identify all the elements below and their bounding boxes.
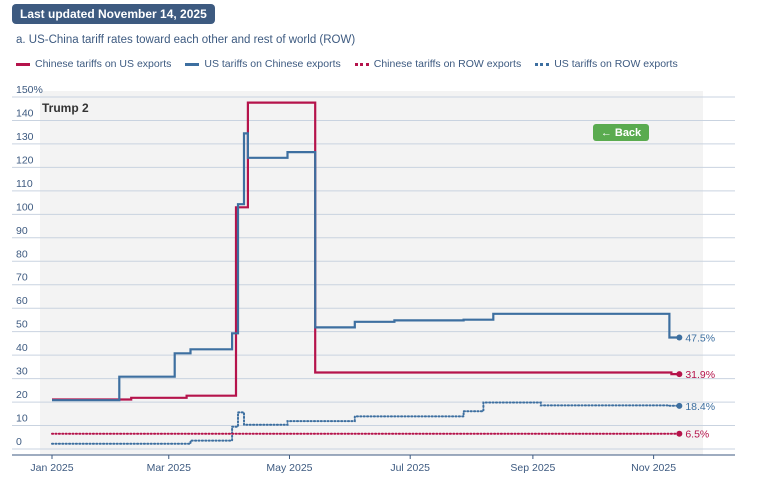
y-tick-label: 120: [16, 154, 34, 166]
y-tick-label: 80: [16, 248, 28, 260]
y-tick-label: 110: [16, 178, 33, 190]
x-tick-label: Sep 2025: [510, 462, 555, 474]
y-tick-label: 40: [16, 342, 28, 354]
legend-label: Chinese tariffs on US exports: [35, 58, 172, 70]
series-end-label: 6.5%: [685, 429, 709, 441]
legend-label: US tariffs on ROW exports: [554, 58, 678, 70]
y-tick-label: 20: [16, 389, 28, 401]
x-tick-label: Jan 2025: [30, 462, 73, 474]
series-line-us-tariffs-on-chinese-exports: [52, 132, 680, 402]
y-tick-label: 70: [16, 272, 28, 284]
series-end-label: 31.9%: [685, 369, 715, 381]
legend-item-chinese-on-row[interactable]: Chinese tariffs on ROW exports: [354, 58, 522, 70]
series-end-label: 18.4%: [685, 401, 715, 413]
legend-swatch: [185, 62, 200, 66]
y-tick-label: 90: [16, 225, 28, 237]
legend-label: US tariffs on Chinese exports: [204, 58, 341, 70]
legend-item-us-on-chinese[interactable]: US tariffs on Chinese exports: [185, 58, 341, 70]
x-tick-label: Mar 2025: [147, 462, 192, 474]
y-tick-label: 30: [16, 366, 28, 378]
legend-swatch: [16, 62, 30, 66]
y-tick-label: 10: [16, 413, 28, 425]
y-tick-label: 50: [16, 319, 28, 331]
y-tick-label: 130: [16, 131, 34, 143]
back-button[interactable]: ← Back: [593, 124, 649, 141]
series-end-label: 47.5%: [685, 333, 715, 345]
series-end-marker: [676, 430, 683, 437]
legend-item-chinese-on-us[interactable]: Chinese tariffs on US exports: [16, 58, 171, 70]
series-line-us-tariffs-on-row-exports: [51, 401, 681, 445]
chart-legend: Chinese tariffs on US exports US tariffs…: [16, 58, 678, 70]
chart-title: a. US-China tariff rates toward each oth…: [16, 34, 356, 46]
y-tick-label: 100: [16, 201, 34, 213]
series-end-marker: [676, 371, 683, 378]
x-tick-label: May 2025: [266, 462, 312, 474]
legend-swatch: [535, 62, 550, 66]
y-tick-label: 0: [16, 436, 22, 448]
y-tick-label: 60: [16, 295, 28, 307]
plot-area: [40, 91, 703, 455]
x-tick-label: Jul 2025: [390, 462, 430, 474]
series-end-marker: [676, 402, 683, 409]
series-line-chinese-tariffs-on-us-exports: [52, 101, 680, 401]
last-updated-badge: Last updated November 14, 2025: [12, 4, 215, 24]
series-end-marker: [676, 334, 683, 341]
x-tick-label: Nov 2025: [631, 462, 676, 474]
period-label: Trump 2: [42, 101, 89, 115]
y-tick-label: 140: [16, 107, 34, 119]
legend-item-us-on-row[interactable]: US tariffs on ROW exports: [535, 58, 678, 70]
y-tick-label: 150%: [16, 84, 43, 96]
legend-swatch: [354, 62, 369, 66]
legend-label: Chinese tariffs on ROW exports: [373, 58, 522, 70]
